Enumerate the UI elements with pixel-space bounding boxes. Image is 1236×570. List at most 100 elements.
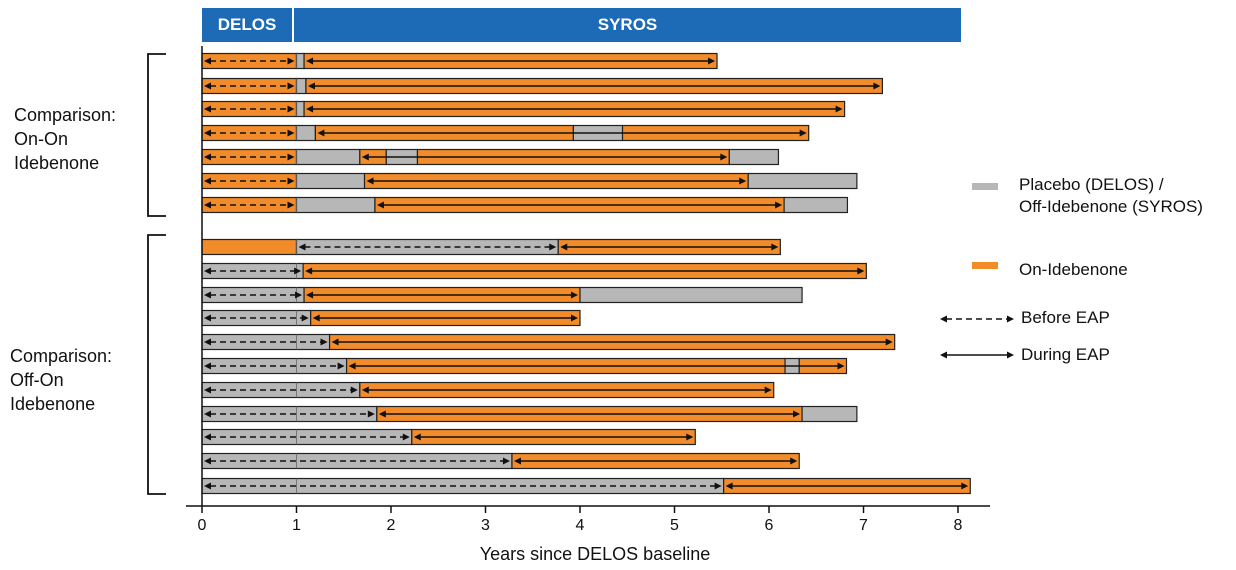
arrow-head-right	[793, 410, 801, 418]
group-label-line: Comparison:	[14, 105, 117, 125]
during-eap-arrow	[413, 433, 694, 441]
arrow-head-right	[549, 243, 557, 251]
bars-layer	[201, 52, 971, 495]
during-eap-arrow	[306, 105, 843, 113]
arrow-head-left	[204, 201, 211, 209]
arrow-head-left	[331, 338, 339, 346]
off-idebenone-segment	[747, 172, 858, 190]
legend-on-label: On-Idebenone	[1019, 260, 1128, 279]
before-eap-arrow	[204, 153, 295, 161]
arrow-head-right	[287, 201, 295, 209]
arrow-head-left	[940, 315, 947, 323]
arrow-head-left	[361, 386, 369, 394]
during-eap-arrow	[317, 129, 807, 137]
before-eap-arrow	[204, 338, 328, 346]
arrow-head-left	[376, 201, 384, 209]
during-eap-arrow	[376, 201, 783, 209]
during-eap-arrow	[331, 338, 893, 346]
legend-during-label: During EAP	[1021, 345, 1110, 364]
x-axis: 0 1 2 3 4 5 6 7 8	[186, 46, 990, 534]
before-eap-arrow	[204, 457, 510, 465]
patient-row-8	[201, 238, 781, 256]
x-tick-label: 1	[292, 517, 301, 534]
during-eap-arrow	[348, 362, 845, 370]
before-eap-arrow	[204, 105, 295, 113]
arrow-head-left	[204, 410, 211, 418]
arrow-head-left	[725, 482, 733, 490]
during-eap-arrow	[361, 386, 772, 394]
before-eap-arrow	[204, 57, 295, 65]
off-idebenone-segment	[295, 52, 305, 70]
arrow-head-left	[307, 82, 315, 90]
before-eap-arrow	[204, 177, 295, 185]
before-eap-arrow	[204, 433, 410, 441]
patient-row-17	[201, 452, 800, 470]
off-idebenone-segment	[783, 196, 849, 214]
legend-line: Placebo (DELOS) /	[1019, 175, 1164, 194]
arrow-head-right	[320, 338, 328, 346]
group-label-line: Idebenone	[10, 394, 96, 414]
off-idebenone-segment	[295, 124, 316, 142]
arrow-head-left	[204, 291, 211, 299]
arrow-head-left	[361, 153, 369, 161]
arrow-head-right	[708, 57, 716, 65]
arrow-head-left	[204, 338, 211, 346]
legend-on-swatch	[972, 262, 998, 269]
arrow-head-left	[204, 433, 211, 441]
legend-during-arrow	[940, 351, 1014, 359]
legend	[940, 183, 1014, 359]
group-label-off-on: Comparison: Off-On Idebenone	[10, 344, 112, 416]
during-eap-arrow	[312, 314, 578, 322]
brace-on-on	[147, 53, 166, 217]
arrow-head-left	[366, 177, 374, 185]
arrow-head-left	[204, 386, 211, 394]
arrow-head-left	[940, 351, 947, 359]
patient-row-6	[201, 172, 858, 190]
arrow-head-right	[571, 291, 578, 299]
patient-row-2	[201, 77, 884, 95]
before-eap-arrow	[204, 482, 722, 490]
patient-row-13	[201, 357, 848, 375]
before-eap-arrow	[204, 410, 375, 418]
group-label-line: Idebenone	[14, 153, 100, 173]
before-eap-arrow	[204, 314, 309, 322]
group-label-line: Off-On	[10, 370, 64, 390]
patient-row-1	[201, 52, 718, 70]
patient-row-10	[201, 286, 803, 304]
arrow-head-left	[306, 291, 314, 299]
arrow-head-right	[686, 433, 694, 441]
arrow-head-left	[298, 243, 306, 251]
arrow-head-right	[775, 201, 783, 209]
arrow-head-left	[204, 82, 211, 90]
off-idebenone-segment	[295, 196, 376, 214]
arrow-head-right	[301, 314, 309, 322]
arrow-head-right	[287, 57, 295, 65]
off-idebenone-segment	[579, 286, 803, 304]
legend-before-arrow	[940, 315, 1014, 323]
x-tick-label: 3	[481, 517, 490, 534]
arrow-head-right	[287, 153, 295, 161]
arrow-head-right	[837, 362, 845, 370]
during-eap-arrow	[725, 482, 969, 490]
patient-row-11	[201, 309, 581, 327]
arrow-head-left	[204, 129, 211, 137]
arrow-head-right	[714, 482, 722, 490]
arrow-head-left	[204, 482, 211, 490]
arrow-head-right	[367, 410, 375, 418]
during-eap-arrow	[305, 267, 865, 275]
arrow-head-right	[835, 105, 843, 113]
during-eap-arrow	[306, 291, 578, 299]
x-axis-label: Years since DELOS baseline	[479, 544, 711, 564]
arrow-head-right	[402, 433, 410, 441]
arrow-head-right	[790, 457, 798, 465]
patient-row-16	[201, 428, 696, 446]
arrow-head-left	[317, 129, 325, 137]
off-idebenone-segment	[295, 100, 305, 118]
arrow-head-right	[1007, 315, 1014, 323]
arrow-head-right	[294, 267, 302, 275]
before-eap-arrow	[204, 362, 345, 370]
x-tick-label: 2	[387, 517, 396, 534]
arrow-head-left	[312, 314, 320, 322]
x-tick-label: 8	[954, 517, 963, 534]
arrow-head-left	[513, 457, 521, 465]
